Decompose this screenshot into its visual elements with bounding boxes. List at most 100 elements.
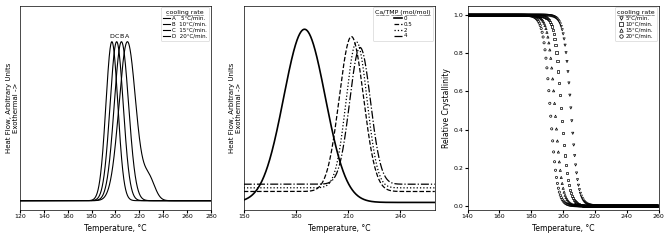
Point xyxy=(623,204,634,208)
Point xyxy=(641,204,652,208)
Point xyxy=(534,21,545,25)
Point xyxy=(515,13,525,17)
Point xyxy=(559,43,570,47)
Point xyxy=(548,32,559,36)
Point xyxy=(612,204,623,208)
Point xyxy=(505,13,516,17)
Point xyxy=(617,204,628,208)
Point xyxy=(545,48,555,52)
Point xyxy=(585,204,596,208)
Point xyxy=(518,13,529,17)
Point xyxy=(565,106,576,110)
Point xyxy=(597,204,608,208)
Point xyxy=(478,13,489,17)
Point xyxy=(632,204,643,208)
Point xyxy=(552,139,563,143)
Point xyxy=(474,13,484,17)
Point xyxy=(634,204,645,208)
Point xyxy=(578,204,589,208)
Point xyxy=(532,18,543,22)
Y-axis label: Heat Flow, Arbitrary Units
Exothermal ->: Heat Flow, Arbitrary Units Exothermal -> xyxy=(229,62,243,153)
Point xyxy=(565,93,576,97)
Point xyxy=(482,13,493,17)
Point xyxy=(618,204,628,208)
Point xyxy=(565,201,576,205)
Point xyxy=(513,13,523,17)
Point xyxy=(582,204,592,208)
Point xyxy=(487,13,498,17)
Point xyxy=(480,13,490,17)
Point xyxy=(642,204,653,208)
Point xyxy=(558,32,569,36)
Point xyxy=(473,13,484,17)
Point xyxy=(644,204,655,208)
Point xyxy=(596,204,607,208)
Point xyxy=(523,13,533,17)
Point xyxy=(523,13,534,17)
Point xyxy=(585,203,596,207)
Point xyxy=(622,204,632,208)
Point xyxy=(533,13,543,17)
Point xyxy=(517,13,527,17)
Point xyxy=(466,13,477,17)
Point xyxy=(599,204,610,208)
Point xyxy=(481,13,492,17)
Point xyxy=(528,13,539,17)
Point xyxy=(639,204,650,208)
Point xyxy=(516,13,527,17)
Point xyxy=(630,204,641,208)
Point xyxy=(514,13,525,17)
Point xyxy=(489,13,500,17)
Point xyxy=(578,198,589,202)
Point xyxy=(647,204,657,208)
Point xyxy=(626,204,636,208)
Point xyxy=(642,204,653,208)
Point xyxy=(559,154,570,158)
Point xyxy=(588,204,599,208)
Point xyxy=(539,24,550,27)
Point xyxy=(535,16,545,20)
Point xyxy=(523,13,534,17)
Point xyxy=(474,13,484,17)
Point xyxy=(468,13,478,17)
Point xyxy=(601,204,612,208)
Point xyxy=(644,204,655,208)
Point xyxy=(484,13,495,17)
Point xyxy=(492,13,503,17)
Point xyxy=(614,204,625,208)
Point xyxy=(521,13,532,17)
Point xyxy=(514,13,525,17)
Point xyxy=(568,204,579,207)
Point xyxy=(525,13,535,17)
Point xyxy=(523,13,533,17)
Point xyxy=(592,204,602,208)
Point xyxy=(637,204,648,208)
Point xyxy=(505,13,515,17)
Point xyxy=(593,204,604,208)
Point xyxy=(572,204,583,207)
Point xyxy=(547,77,558,81)
Point xyxy=(464,13,475,17)
Point xyxy=(602,204,612,208)
Point xyxy=(613,204,624,208)
Point xyxy=(590,204,600,208)
Point xyxy=(577,203,588,207)
Point xyxy=(633,204,644,208)
Point xyxy=(606,204,616,208)
Point xyxy=(527,13,538,17)
Point xyxy=(528,14,539,17)
Point xyxy=(610,204,620,208)
Point xyxy=(519,13,530,17)
Point xyxy=(499,13,510,17)
Point xyxy=(579,204,590,208)
Point xyxy=(623,204,634,208)
Point xyxy=(490,13,500,17)
Point xyxy=(577,204,588,208)
Point xyxy=(559,190,570,194)
Point xyxy=(574,204,585,208)
Point xyxy=(632,204,643,208)
Point xyxy=(598,204,609,208)
Point xyxy=(604,204,615,208)
Point xyxy=(600,204,610,208)
Point xyxy=(494,13,505,17)
